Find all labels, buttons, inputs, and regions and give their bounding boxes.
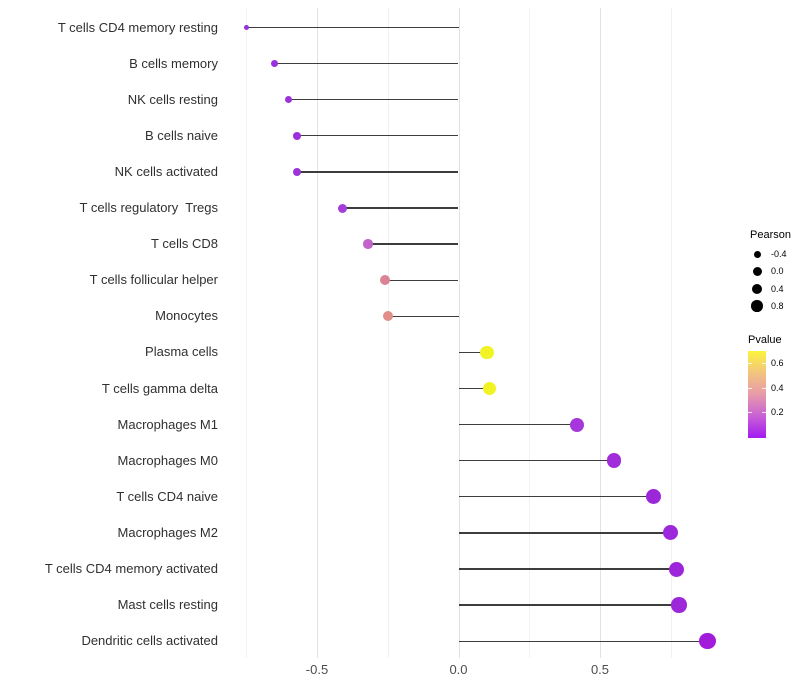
row-label: Mast cells resting <box>117 597 218 613</box>
legend-pvalue-title: Pvalue <box>748 334 782 346</box>
lollipop-dot <box>243 25 249 30</box>
lollipop-dot <box>663 525 679 541</box>
lollipop-stem <box>458 604 680 606</box>
row-label: B cells naive <box>145 127 218 143</box>
legend-pvalue-tick-mark <box>748 363 752 364</box>
lollipop-stem <box>458 387 490 390</box>
lollipop-stem <box>458 423 578 426</box>
lollipop-stem <box>342 207 459 209</box>
row-label: T cells gamma delta <box>101 380 218 396</box>
lollipop-dot <box>668 561 684 577</box>
lollipop-dot <box>271 60 279 68</box>
x-axis-tick-label: 0.5 <box>590 662 610 677</box>
row-label: Macrophages M1 <box>117 416 218 432</box>
lollipop-dot <box>570 417 585 432</box>
legend-size-dot <box>751 300 763 312</box>
pvalue-gradient-bar <box>748 351 766 438</box>
lollipop-dot <box>337 203 347 213</box>
lollipop-dot <box>646 489 662 505</box>
lollipop-dot <box>379 275 390 286</box>
legend-size-dot <box>753 250 761 258</box>
lollipop-dot <box>671 597 687 613</box>
lollipop-dot <box>293 131 302 140</box>
lollipop-stem <box>458 496 654 498</box>
lollipop-stem <box>384 279 459 281</box>
legend-pvalue-tick-mark <box>748 412 752 413</box>
gridline-major <box>458 8 460 658</box>
legend-size-dot <box>752 266 762 276</box>
row-label: Plasma cells <box>145 344 218 360</box>
row-label: T cells CD4 memory resting <box>57 19 218 35</box>
x-axis-tick-label: 0.0 <box>449 662 468 677</box>
lollipop-dot <box>699 632 716 650</box>
row-label: NK cells resting <box>127 91 218 107</box>
row-label: T cells follicular helper <box>89 272 218 288</box>
legend-size-label: -0.4 <box>771 249 787 259</box>
legend-pearson-title: Pearson <box>750 229 791 241</box>
lollipop-stem <box>367 243 459 245</box>
lollipop-stem <box>458 532 671 534</box>
legend-pvalue-tick-label: 0.2 <box>771 407 784 417</box>
x-axis-tick-label: -0.5 <box>305 662 329 677</box>
row-label: T cells CD8 <box>151 236 218 252</box>
gridline-minor <box>529 8 531 658</box>
legend-size-dot <box>752 283 762 294</box>
lollipop-dot <box>284 95 293 104</box>
legend-size-label: 0.8 <box>771 300 784 311</box>
row-label: Monocytes <box>155 308 218 324</box>
row-label: T cells CD4 naive <box>116 488 218 504</box>
lollipop-dot <box>382 311 393 322</box>
gridline-minor <box>670 8 672 658</box>
gridline-major <box>600 8 601 658</box>
gridline-minor <box>387 8 389 658</box>
lollipop-stem <box>458 351 487 354</box>
row-label: Macrophages M2 <box>117 524 218 540</box>
lollipop-dot <box>606 453 622 468</box>
gridline-minor <box>246 8 248 658</box>
lollipop-stem <box>458 460 615 462</box>
row-label: Macrophages M0 <box>117 452 218 468</box>
lollipop-stem <box>246 26 459 29</box>
row-label: NK cells activated <box>114 163 218 179</box>
lollipop-dot <box>482 381 497 396</box>
legend-size-label: 0.0 <box>771 266 784 277</box>
lollipop-stem <box>288 99 459 101</box>
lollipop-stem <box>458 640 708 642</box>
legend-pvalue-tick-mark <box>748 388 752 389</box>
lollipop-stem <box>274 62 459 65</box>
lollipop-dot <box>480 345 494 360</box>
legend-pvalue-tick-mark <box>762 412 766 413</box>
legend-pvalue-tick-label: 0.6 <box>771 358 784 368</box>
lollipop-stem <box>458 568 677 570</box>
legend-size-label: 0.4 <box>771 283 784 294</box>
lollipop-stem <box>297 171 459 173</box>
legend-pvalue-tick-mark <box>762 388 766 389</box>
row-label: T cells CD4 memory activated <box>44 561 218 576</box>
gridline-major <box>317 8 318 658</box>
lollipop-stem <box>297 135 459 137</box>
lollipop-dot <box>363 239 373 249</box>
row-label: T cells regulatory Tregs <box>79 200 218 215</box>
row-label: Dendritic cells activated <box>81 633 218 649</box>
legend-pvalue-tick-label: 0.4 <box>771 383 784 393</box>
lollipop-dot <box>293 167 302 176</box>
legend-pvalue-tick-mark <box>762 363 766 364</box>
row-label: B cells memory <box>129 55 218 71</box>
lollipop-stem <box>387 315 459 317</box>
